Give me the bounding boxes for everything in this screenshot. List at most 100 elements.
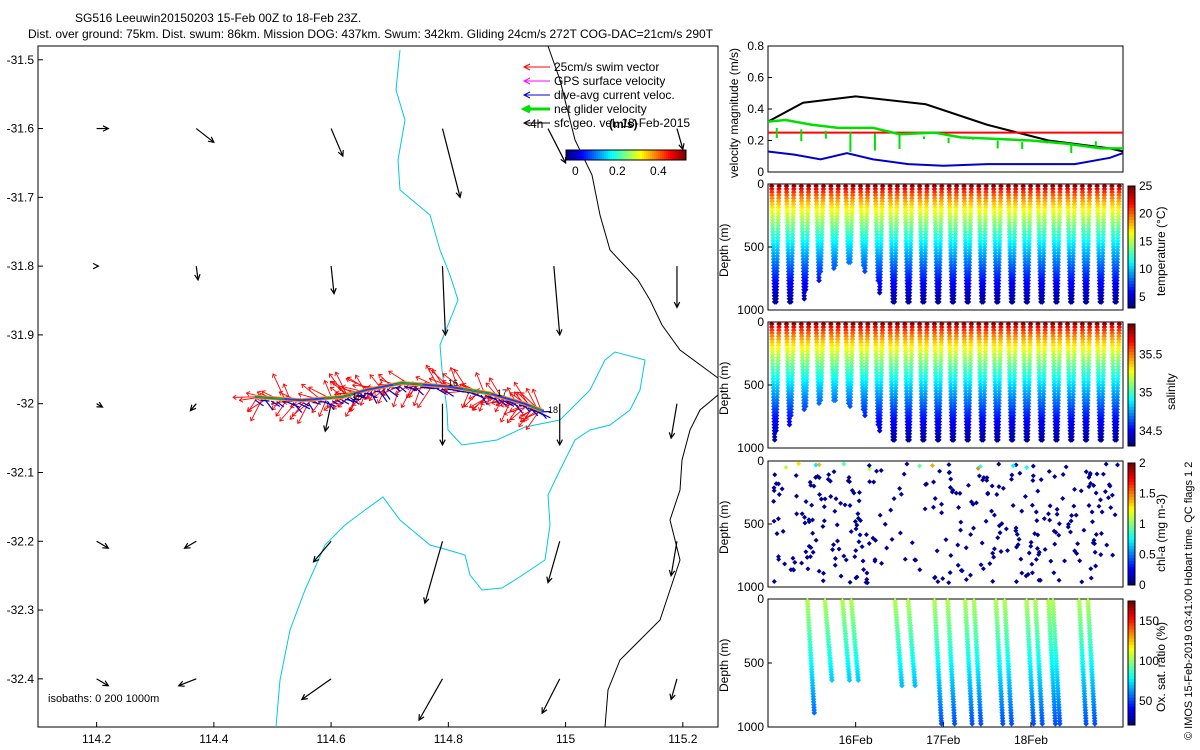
temperature-point — [859, 228, 865, 235]
temperature-point — [1037, 262, 1043, 269]
chla-colorbar-cell — [1128, 520, 1135, 525]
temperature-point — [820, 186, 827, 192]
temperature-point — [799, 238, 806, 244]
temperature-point — [879, 192, 886, 198]
temperature-point — [789, 250, 795, 256]
current-vector — [326, 400, 335, 411]
temperature-point — [1066, 238, 1072, 244]
temperature-point — [1066, 268, 1073, 275]
temperature-point — [1054, 296, 1061, 302]
map-colorbar-cell — [620, 150, 623, 160]
map-colorbar-cell — [652, 150, 655, 160]
temperature-point — [1056, 207, 1063, 214]
temperature-point — [1065, 231, 1072, 238]
temperature-point — [1010, 268, 1017, 275]
temperature-point — [872, 189, 879, 195]
temperature-colorbar-cell — [1128, 301, 1135, 306]
temperature-point — [908, 216, 915, 223]
temperature-point — [769, 216, 776, 223]
temperature-point — [976, 192, 982, 198]
swim-vector — [479, 392, 487, 412]
map-y-tick-label: -31.9 — [7, 328, 35, 342]
temperature-point — [1012, 186, 1019, 192]
swim-vector-head — [478, 407, 484, 412]
temperature-point — [998, 186, 1004, 192]
temperature-point — [1039, 296, 1046, 302]
temperature-point — [1007, 244, 1013, 250]
temperature-point — [1036, 241, 1043, 247]
temperature-point — [938, 201, 945, 208]
temperature-point — [1022, 256, 1028, 263]
temperature-point — [889, 265, 895, 272]
temperature-point — [977, 253, 984, 259]
net-velocity-line — [254, 382, 543, 412]
temperature-point — [775, 204, 782, 211]
temperature-colorbar-tick: 10 — [1139, 262, 1153, 276]
current-vector — [276, 400, 285, 408]
temperature-point — [909, 189, 915, 195]
scale-label: 4h — [530, 117, 543, 131]
temperature-point — [917, 198, 923, 205]
temperature-point — [946, 195, 953, 202]
temperature-point — [952, 247, 958, 253]
temperature-point — [1005, 189, 1012, 195]
temperature-point — [1050, 213, 1057, 220]
day-label-15: 15 — [352, 392, 362, 402]
temperature-point — [770, 259, 777, 266]
temperature-point — [908, 231, 914, 238]
temperature-point — [922, 256, 928, 263]
swim-vector — [308, 387, 330, 399]
temperature-point — [889, 256, 895, 263]
temperature-point — [990, 192, 997, 198]
temperature-point — [902, 186, 908, 192]
temperature-point — [775, 219, 781, 226]
temperature-point — [805, 183, 812, 189]
temperature-point — [1051, 228, 1057, 235]
temperature-point — [878, 241, 884, 247]
temperature-point — [1036, 219, 1042, 226]
temperature-point — [1052, 268, 1058, 275]
map-x-ticks: 114.2 114.4 114.6 114.8 115 115.2 — [82, 722, 698, 746]
temperature-point — [1065, 225, 1072, 232]
map-colorbar-cell — [628, 150, 631, 160]
temperature-point — [805, 192, 812, 198]
temperature-point — [918, 253, 925, 259]
temperature-point — [879, 189, 886, 195]
temperature-point — [982, 204, 989, 211]
temperature-point — [904, 268, 910, 275]
temperature-point — [879, 195, 886, 202]
temperature-point — [820, 201, 826, 208]
temperature-point — [769, 204, 776, 211]
temperature-point — [770, 250, 777, 256]
temperature-point — [903, 222, 909, 229]
temperature-point — [783, 189, 790, 195]
temperature-point — [1052, 265, 1058, 272]
temperature-point — [996, 262, 1002, 269]
temperature-point — [892, 277, 898, 284]
temperature-point — [788, 292, 794, 299]
temperature-point — [1050, 198, 1056, 205]
temperature-point — [995, 280, 1002, 287]
temperature-point — [1012, 201, 1019, 208]
temperature-point — [923, 201, 930, 208]
temperature-point — [892, 250, 899, 256]
temperature-point — [1036, 247, 1043, 253]
temperature-point — [921, 268, 928, 275]
temperature-point — [1051, 259, 1058, 266]
geo-vector-head — [546, 576, 553, 584]
temperature-point — [938, 195, 945, 202]
legend-swatch-head — [522, 63, 531, 71]
temperature-point — [864, 201, 871, 208]
temperature-point — [966, 277, 972, 284]
temperature-point — [923, 192, 930, 198]
temperature-point — [889, 268, 896, 275]
temperature-point — [1054, 299, 1060, 305]
temperature-point — [932, 219, 939, 226]
temperature-point — [1025, 286, 1031, 293]
temperature-point — [771, 268, 777, 275]
temperature-point — [879, 186, 886, 192]
temperature-point — [1040, 262, 1047, 269]
temperature-colorbar-cell — [1128, 247, 1135, 251]
temperature-point — [773, 274, 780, 281]
temperature-point — [785, 256, 792, 263]
